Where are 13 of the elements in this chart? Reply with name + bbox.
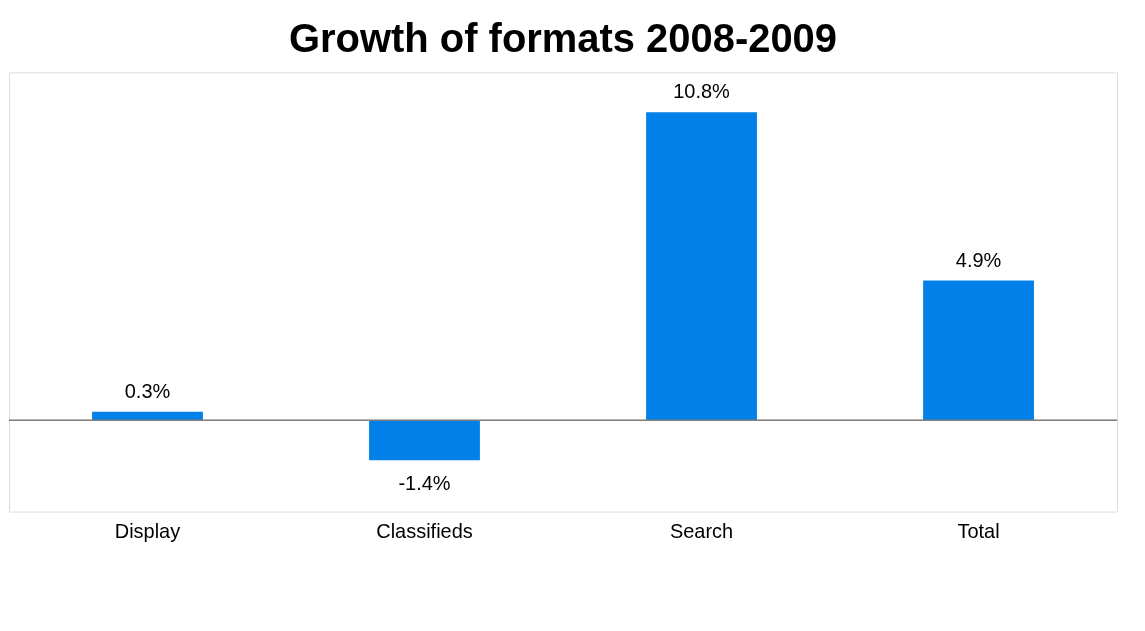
data-label: 10.8% xyxy=(673,80,731,103)
bar xyxy=(92,411,203,421)
data-label: -1.4% xyxy=(398,472,451,495)
data-label: 4.9% xyxy=(955,248,1002,271)
x-tick-label: Classifieds xyxy=(376,520,473,543)
x-tick-label: Display xyxy=(114,520,181,543)
x-tick-label: Search xyxy=(669,520,734,543)
bar xyxy=(646,112,757,421)
x-tick-label: Total xyxy=(957,520,1000,543)
bar xyxy=(369,420,480,461)
data-label: 0.3% xyxy=(124,379,171,402)
chart-title: Growth of formats 2008-2009 xyxy=(289,16,838,61)
bar xyxy=(923,280,1034,421)
